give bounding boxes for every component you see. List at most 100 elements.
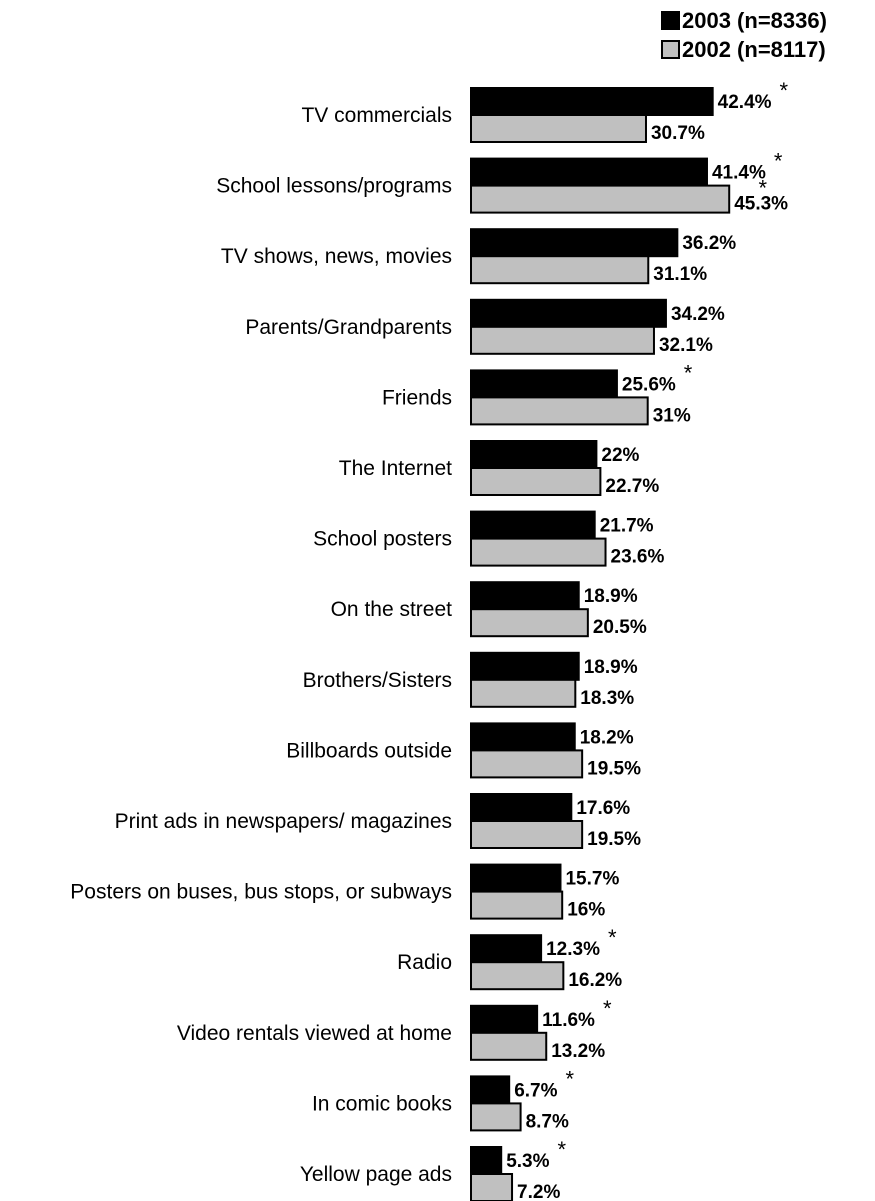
legend-swatch-2002 [661, 40, 680, 59]
data-label: 22% [601, 445, 639, 466]
data-label: 32.1% [659, 335, 713, 356]
category-label: Brothers/Sisters [303, 669, 452, 692]
category-label: School lessons/programs [216, 175, 452, 198]
data-label: 19.5% [587, 758, 641, 779]
significance-star: * [603, 996, 612, 1021]
bar-group: Billboards outside 18.2% 19.5% [286, 722, 641, 779]
category-label: School posters [313, 528, 452, 551]
category-label: Print ads in newspapers/ magazines [115, 810, 452, 833]
category-label: Radio [397, 951, 452, 974]
data-label: 31.1% [653, 264, 707, 285]
bar-2002 [470, 255, 650, 285]
category-label: Posters on buses, bus stops, or subways [70, 881, 452, 904]
category-label: On the street [331, 598, 453, 621]
category-label: Billboards outside [286, 739, 452, 762]
bar-group: Print ads in newspapers/ magazines 17.6% 1… [115, 793, 641, 850]
bar-2003 [470, 157, 708, 187]
bar-2003 [470, 440, 598, 469]
bar-2002 [470, 961, 565, 991]
bar-group: In comic books 6.7% * 8.7% [312, 1066, 575, 1132]
data-label: 36.2% [682, 233, 736, 254]
significance-star: * [780, 78, 789, 103]
bar-2003 [470, 1146, 503, 1175]
legend: 2003 (n=8336) 2002 (n=8117) [661, 8, 827, 62]
data-label: 21.7% [600, 516, 654, 537]
bar-2002 [470, 1102, 522, 1132]
data-label: 18.2% [580, 727, 634, 748]
data-label: 18.9% [584, 586, 638, 607]
significance-star: * [684, 360, 693, 385]
data-label: 15.7% [565, 869, 619, 890]
bar-2003 [470, 651, 580, 681]
data-label: 18.9% [584, 657, 638, 678]
bar-2003 [470, 1075, 511, 1105]
bar-2002 [470, 467, 602, 496]
bar-group: Posters on buses, bus stops, or subways 1… [70, 863, 619, 921]
significance-star: * [558, 1137, 567, 1162]
bar-2003 [470, 369, 618, 399]
bars: TV commercials 42.4% * 30.7% School lessons/… [70, 78, 789, 1201]
category-label: Friends [382, 386, 452, 409]
data-label: 11.6% [542, 1010, 595, 1031]
bar-2002 [470, 749, 584, 779]
bar-2003 [470, 228, 679, 258]
category-label: Video rentals viewed at home [177, 1022, 452, 1045]
bar-2003 [470, 863, 562, 893]
data-label: 6.7% [514, 1080, 557, 1101]
data-label: 17.6% [576, 798, 630, 819]
bar-2003 [470, 87, 714, 116]
data-label: 22.7% [605, 476, 659, 497]
bar-2002 [470, 820, 584, 849]
data-label: 12.3% [546, 939, 600, 960]
category-label: In comic books [312, 1092, 452, 1115]
bar-group: On the street 18.9% 20.5% [331, 581, 647, 638]
data-label: 7.2% [517, 1182, 560, 1201]
bar-group: Radio 12.3% * 16.2% [397, 925, 622, 991]
bar-2003 [470, 581, 580, 611]
data-label: 8.7% [526, 1111, 569, 1132]
bar-group: The Internet 22% 22.7% [339, 440, 659, 497]
legend-label-2003: 2003 (n=8336) [682, 8, 827, 33]
bar-group: School posters 21.7% 23.6% [313, 510, 665, 568]
category-label: Parents/Grandparents [245, 316, 452, 339]
bar-2002 [470, 890, 564, 920]
data-label: 30.7% [651, 123, 705, 144]
bar-2002 [470, 678, 577, 708]
data-label: 5.3% [506, 1151, 549, 1172]
bar-group: Friends 25.6% * 31% [382, 360, 693, 426]
data-label: 25.6% [622, 374, 676, 395]
bar-2002 [470, 608, 589, 638]
data-label: 31% [653, 405, 691, 426]
bar-group: Parents/Grandparents 34.2% 32.1% [245, 298, 725, 356]
bar-group: Video rentals viewed at home 11.6% * 13.2% [177, 996, 612, 1062]
bar-2003 [470, 510, 596, 540]
significance-star: * [758, 176, 767, 201]
bar-2002 [470, 537, 607, 567]
category-label: TV commercials [301, 104, 452, 127]
data-label: 42.4% [718, 92, 772, 113]
data-label: 16.2% [568, 970, 622, 991]
bar-2003 [470, 298, 667, 328]
data-label: 41.4% [712, 163, 766, 184]
data-label: 23.6% [611, 547, 665, 568]
significance-star: * [566, 1066, 575, 1091]
data-label: 20.5% [593, 617, 647, 638]
bar-2002 [470, 184, 731, 214]
bar-group: TV shows, news, movies 36.2% 31.1% [221, 228, 736, 285]
bar-2003 [470, 1004, 539, 1034]
data-label: 13.2% [551, 1041, 605, 1062]
bar-2002 [470, 1031, 548, 1061]
bar-2002 [470, 396, 649, 426]
category-label: TV shows, news, movies [221, 245, 452, 268]
data-label: 16% [567, 900, 605, 921]
legend-swatch-2003 [661, 11, 680, 30]
significance-star: * [774, 149, 783, 174]
bar-2003 [470, 722, 576, 752]
significance-star: * [608, 925, 617, 950]
data-label: 19.5% [587, 829, 641, 850]
bar-group: Yellow page ads 5.3% * 7.2% [300, 1137, 567, 1201]
bar-2002 [470, 1173, 514, 1201]
